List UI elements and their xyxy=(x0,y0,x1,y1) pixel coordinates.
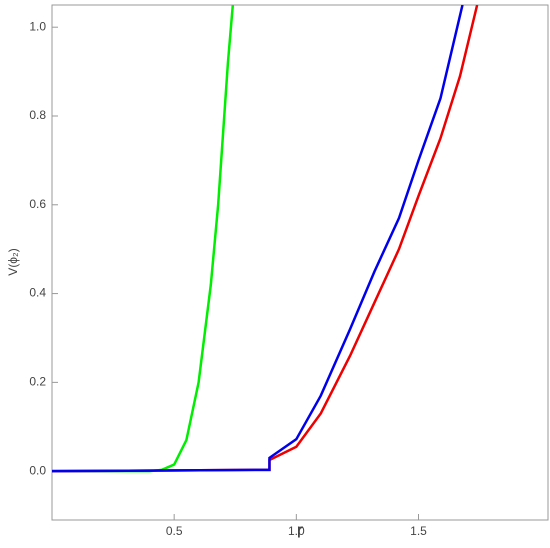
x-tick-label: 0.5 xyxy=(166,524,183,538)
y-tick-label: 0.0 xyxy=(29,463,46,477)
x-axis-label: r xyxy=(297,520,304,542)
y-tick-label: 0.2 xyxy=(29,375,46,389)
y-tick-label: 1.0 xyxy=(29,19,46,33)
line-series xyxy=(52,5,235,473)
line-series xyxy=(52,5,479,473)
y-axis-label: V(ϕ₂) xyxy=(6,248,20,275)
x-tick-label: 1.0 xyxy=(288,524,305,538)
y-tick-label: 0.4 xyxy=(29,286,46,300)
line-series xyxy=(52,5,464,473)
y-tick-label: 0.8 xyxy=(29,108,46,122)
plot-frame xyxy=(51,4,549,521)
x-tick-label: 1.5 xyxy=(410,524,427,538)
y-tick-label: 0.6 xyxy=(29,197,46,211)
